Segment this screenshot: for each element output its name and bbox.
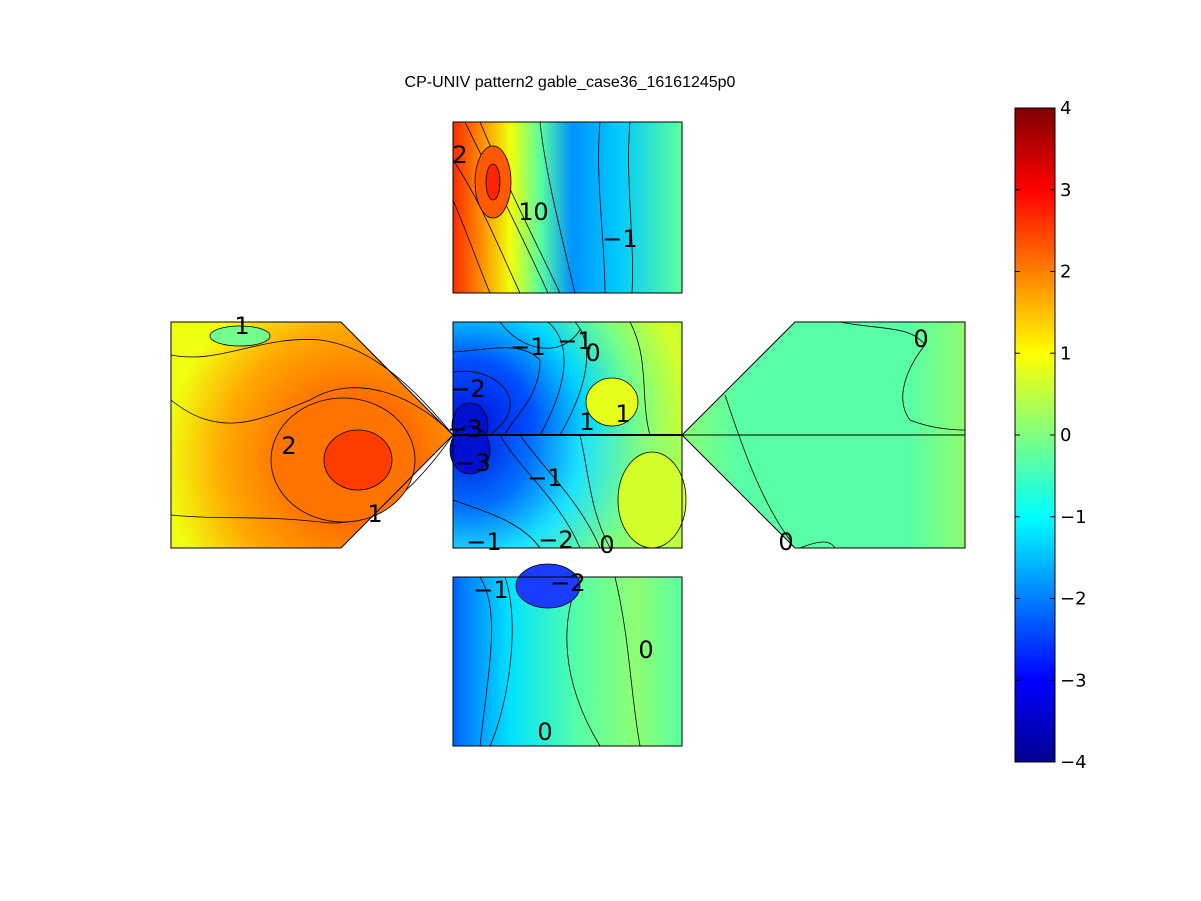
contour-line <box>452 199 491 294</box>
contour-line <box>598 121 606 294</box>
contour-line <box>724 394 791 541</box>
contour-label: −1 <box>557 327 592 355</box>
panel-left <box>170 321 454 549</box>
panel-center-lower <box>449 425 687 549</box>
contour-label: −1 <box>510 333 545 361</box>
contour-label: 0 <box>913 325 928 353</box>
contour-label: 1 <box>234 312 249 340</box>
contour-label: 0 <box>599 531 614 559</box>
contour-label: 2 <box>452 141 467 169</box>
panel-right <box>681 321 966 549</box>
contour-label: 0 <box>585 339 600 367</box>
contour-line <box>323 429 393 491</box>
contour-labels: 2 1 0 −1 1 2 1 −1 −1 0 −2 −3 1 1 −3 −1 −… <box>234 141 928 746</box>
contour-label: −1 <box>602 225 637 253</box>
contour-line <box>209 325 271 347</box>
contour-line <box>485 163 501 201</box>
chart-title: CP-UNIV pattern2 gable_case36_16161245p0 <box>404 74 736 91</box>
panel-border <box>452 576 683 747</box>
contour-line <box>629 321 651 436</box>
contour-line <box>515 563 581 609</box>
panel-top <box>452 121 683 294</box>
colorbar-tick-label: −1 <box>1060 507 1087 528</box>
contour-label: 2 <box>281 432 296 460</box>
panel-bottom <box>452 563 683 747</box>
panel-border <box>681 321 966 549</box>
colorbar-tick-label: 0 <box>1060 425 1071 446</box>
contour-label: 0 <box>638 636 653 664</box>
contour-line <box>628 121 633 294</box>
contour-line <box>799 541 836 549</box>
contour-line <box>170 339 454 436</box>
contour-label: −3 <box>455 449 490 477</box>
contour-label: 0 <box>778 528 793 556</box>
contour-line <box>579 434 611 549</box>
contour-label: 1 <box>367 500 382 528</box>
colorbar-tick-label: 2 <box>1060 262 1071 283</box>
contour-label: 0 <box>533 198 548 226</box>
contour-line <box>452 499 541 549</box>
panel-border <box>452 121 683 294</box>
colorbar-tick-label: 1 <box>1060 343 1071 364</box>
contour-label: 1 <box>615 400 630 428</box>
contour-line <box>559 321 588 436</box>
colorbar-tick-label: 4 <box>1060 98 1071 119</box>
colorbar-tick-label: −2 <box>1060 589 1087 610</box>
colorbar-tick-label: −3 <box>1060 670 1087 691</box>
contour-label: −1 <box>473 576 508 604</box>
contour-line <box>539 121 576 294</box>
contour-line <box>585 377 639 427</box>
colorbar-ticks: 4 3 2 1 0 −1 −2 −3 −4 <box>1015 98 1087 773</box>
contour-line <box>839 321 966 431</box>
contour-label: −2 <box>538 526 573 554</box>
contour-line <box>499 434 581 549</box>
contour-label: −2 <box>450 375 485 403</box>
contour-line <box>479 576 492 747</box>
panel-border <box>170 321 454 549</box>
colorbar: 4 3 2 1 0 −1 −2 −3 −4 <box>1014 98 1087 773</box>
contour-line <box>449 425 491 475</box>
contour-line <box>519 434 601 549</box>
contour-line <box>539 321 565 436</box>
contour-line <box>452 370 511 436</box>
contour-line <box>479 121 561 294</box>
contour-line <box>499 321 581 349</box>
contour-label: 1 <box>518 198 533 226</box>
contour-line <box>452 347 541 436</box>
contour-label: −1 <box>466 528 501 556</box>
colorbar-tick-label: 3 <box>1060 180 1071 201</box>
contour-label: 1 <box>579 408 594 436</box>
contour-line <box>489 576 513 747</box>
contour-label: −1 <box>527 464 562 492</box>
contour-line <box>170 387 454 436</box>
contour-line <box>170 434 454 524</box>
contour-line <box>614 576 641 747</box>
panel-border <box>452 434 683 549</box>
contour-label: −3 <box>447 415 482 443</box>
contour-label: 0 <box>537 718 552 746</box>
contour-line <box>452 159 521 294</box>
colorbar-gradient <box>1014 107 1056 763</box>
contour-line <box>617 451 687 549</box>
colorbar-tick-label: −4 <box>1060 752 1087 773</box>
contour-label: −2 <box>550 569 585 597</box>
panel-bottom-field <box>453 577 682 746</box>
